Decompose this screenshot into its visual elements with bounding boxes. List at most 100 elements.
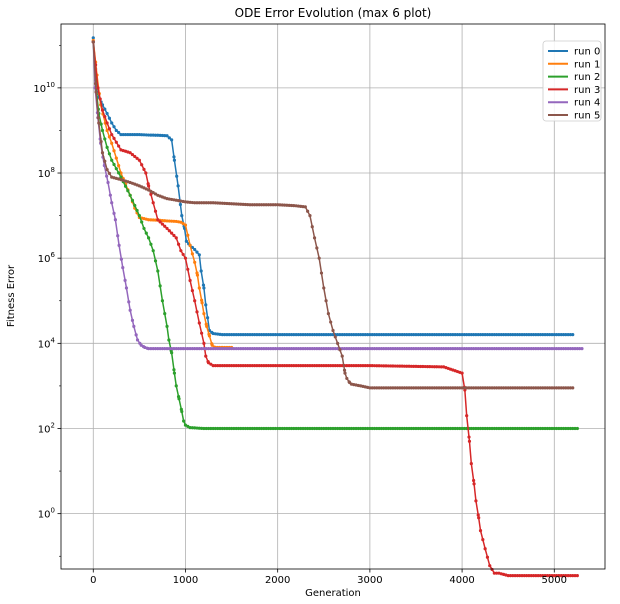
series-point [163,224,167,228]
series-point [363,364,367,368]
series-point [285,203,289,207]
series-point [442,333,446,337]
series-point [375,386,379,390]
series-point [299,364,303,368]
series-point [239,426,243,431]
series-point [372,386,377,390]
series-point [287,426,291,431]
series-point [541,574,545,578]
series-point [315,333,319,337]
series-point [209,347,213,351]
series-point [140,220,144,224]
series-point [128,151,132,155]
series-point [395,364,400,368]
series-point [393,386,397,390]
series-point [359,364,363,368]
series-point [180,409,184,414]
series-point [386,426,390,431]
series-point [453,426,457,431]
series-point [561,347,566,351]
series-point [361,426,365,431]
series-point [525,426,529,431]
series-point [435,333,439,337]
series-point [188,200,192,204]
series-point [412,426,416,431]
series-point [354,364,358,368]
series-point [428,347,432,351]
series-point [204,347,208,351]
series-point [518,574,522,578]
series-point [133,154,137,159]
series-point [181,222,185,226]
series-point [469,386,473,390]
series-point [541,333,545,337]
y-tick-label: 106 [38,251,56,265]
series-point [144,231,148,235]
series-point [559,333,563,337]
series-point [575,426,579,431]
series-point [379,347,384,351]
series-point [513,426,517,431]
series-point [416,426,420,431]
series-point [253,333,257,337]
series-point [458,386,462,390]
series-point [257,347,261,351]
series-point [197,426,201,430]
series-point [241,364,245,368]
series-point [522,333,526,337]
series-point [345,426,349,431]
series-point [331,347,335,351]
series-point [389,347,393,351]
series-point [421,364,425,369]
series-point [462,426,466,431]
series-point [349,364,354,368]
series-point [372,426,377,431]
series-point [573,426,577,431]
series-point [303,333,307,337]
series-point [428,386,432,390]
series-point [432,347,437,351]
series-point [119,257,123,261]
series-point [130,152,135,157]
series-point [435,365,439,369]
series-point [409,347,413,351]
series-point [153,209,158,213]
series-point [170,347,174,351]
series-point [359,333,363,337]
series-point [234,426,238,431]
series-point [564,426,568,431]
series-point [317,333,321,337]
series-point [269,347,273,351]
series-point [280,364,284,368]
series-point [220,201,224,205]
series-point [508,333,513,337]
series-point [372,347,377,351]
series-point [472,386,476,390]
series-point [262,333,266,337]
series-point [469,347,473,351]
series-point [296,347,301,351]
series-point [177,397,181,401]
series-point [114,167,118,171]
series-point [123,184,128,188]
series-point [554,386,559,390]
series-point [204,354,208,358]
series-point [543,347,547,351]
series-point [259,426,264,431]
series-point [108,193,112,197]
series-point [368,386,372,390]
series-point [409,386,413,390]
series-point [299,347,303,351]
series-point [573,347,577,351]
legend-label: run 4 [574,98,600,109]
series-lines [91,36,584,578]
series-point [110,141,114,145]
series-point [100,151,105,155]
series-point [418,347,423,351]
series-point [529,333,533,337]
series-point [455,347,460,351]
series-point [483,547,487,551]
series-point [444,347,448,351]
series-point [552,574,556,578]
series-point [206,347,211,351]
